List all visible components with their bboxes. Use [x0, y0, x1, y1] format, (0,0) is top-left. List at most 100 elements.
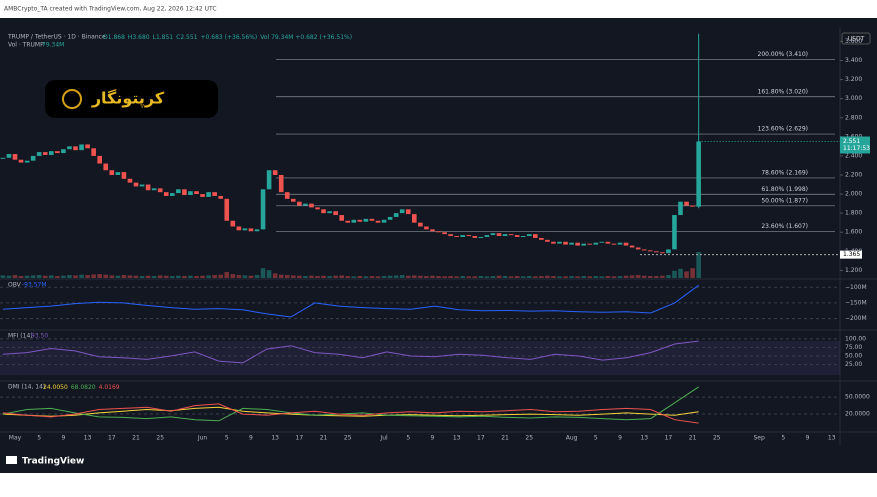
x-tick-label: Jul [379, 435, 388, 442]
candle [502, 234, 508, 237]
candle [617, 242, 623, 245]
obv-title: OBV [8, 282, 22, 289]
candle [448, 234, 453, 237]
candle [690, 205, 695, 207]
candle [236, 226, 242, 231]
volume-bar [587, 276, 593, 278]
volume-bar [133, 275, 139, 278]
currency-button[interactable] [841, 32, 871, 45]
dmi-value: 68.0820 [71, 384, 96, 391]
y-tick-label: 20.0000 [845, 411, 870, 418]
volume-bar [357, 276, 363, 278]
volume-bar [339, 275, 344, 278]
indicator-line [2, 403, 699, 424]
y-tick-label: −100M [845, 284, 867, 291]
candle [357, 219, 363, 222]
currency[interactable]: USDT [848, 36, 865, 43]
candle [605, 241, 611, 244]
volume-bar [218, 274, 223, 278]
volume-bar [188, 275, 193, 278]
candle [478, 236, 484, 238]
legend-ohlc: O1.868 H3.680 L1.851 C2.551 +0.683 (+36.56%)… [103, 34, 352, 41]
fib-label: 161.80% (3.020) [758, 88, 808, 95]
volume-bar [430, 275, 435, 278]
candle [539, 237, 544, 240]
candle [514, 235, 520, 237]
x-tick-label: 13 [640, 435, 648, 442]
volume-bar [260, 268, 266, 278]
candle [248, 228, 254, 232]
candle [575, 242, 580, 246]
volume-bar [61, 275, 66, 278]
volume-bar [176, 275, 181, 278]
ohlc-value: O1.868 [103, 34, 125, 41]
candle [151, 188, 157, 191]
candle [315, 207, 320, 210]
y-tick-label: 25.00 [845, 361, 862, 368]
candle [611, 243, 617, 245]
candle [375, 220, 381, 223]
x-tick-label: 17 [296, 435, 304, 442]
volume-bar [684, 271, 689, 278]
volume-bar [121, 275, 127, 278]
volume-bar [526, 276, 532, 278]
volume-bar [6, 275, 12, 278]
volume-bar [67, 275, 72, 278]
x-tick-label: 9 [618, 435, 622, 442]
candle [424, 226, 429, 230]
ohlc-value: L1.851 [153, 34, 174, 41]
volume-bar [478, 276, 484, 278]
candle [545, 239, 550, 242]
candle [127, 178, 133, 183]
candle [139, 184, 145, 187]
volume-bar [363, 276, 369, 278]
volume-bar [442, 276, 447, 278]
volume-bar [490, 276, 496, 278]
candle [412, 214, 417, 223]
x-tick-label: 5 [37, 435, 41, 442]
candle [272, 170, 278, 175]
candle [157, 188, 163, 193]
y-tick-label: −200M [845, 315, 867, 322]
candle [333, 211, 338, 216]
x-tick-label: 9 [61, 435, 65, 442]
volume-bar [635, 275, 641, 278]
y-tick-label: 75.00 [845, 344, 862, 351]
candle [635, 247, 641, 250]
volume-bar [85, 275, 90, 278]
candle [67, 146, 72, 150]
y-tick-label: 1.800 [845, 210, 862, 217]
candle [557, 241, 562, 244]
candle [684, 201, 689, 206]
candle [42, 152, 48, 155]
x-tick-label: 5 [594, 435, 598, 442]
volume-bar [496, 275, 502, 278]
x-tick-label: 13 [453, 435, 461, 442]
candle [224, 198, 230, 221]
volume-bar [49, 275, 54, 278]
watermark: کرپتونگار [91, 89, 165, 109]
candle [230, 220, 236, 227]
volume-bar [533, 276, 538, 278]
candle [442, 232, 447, 235]
volume-bar [666, 275, 671, 278]
volume-bar [460, 276, 465, 278]
volume-bar [345, 276, 351, 278]
volume-bar [266, 270, 272, 278]
fib-label: 61.80% (1.998) [761, 186, 808, 193]
volume-bar [563, 276, 568, 278]
candle [466, 235, 472, 237]
dmi-value: 24.0050 [43, 384, 68, 391]
candle [587, 243, 593, 245]
price-box [840, 136, 870, 154]
candle [629, 245, 635, 248]
volume-bar [623, 275, 629, 278]
volume-bar [224, 272, 230, 278]
candle [533, 234, 538, 238]
candle [647, 250, 653, 252]
volume-bar [484, 276, 490, 278]
volume-bar [575, 276, 580, 278]
volume-bar [551, 276, 556, 278]
y-tick-label: 2.400 [845, 152, 862, 159]
volume-bar [412, 275, 417, 278]
